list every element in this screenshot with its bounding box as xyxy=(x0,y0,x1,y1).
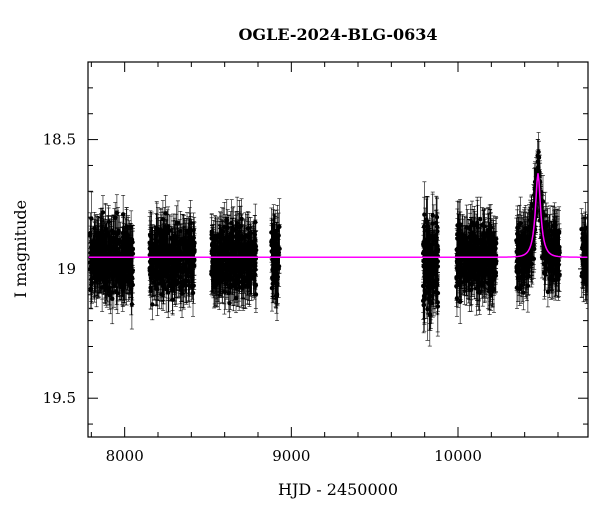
data-point xyxy=(125,233,131,238)
data-point xyxy=(88,230,93,236)
data-point xyxy=(184,250,190,256)
data-point xyxy=(103,269,108,275)
data-point xyxy=(120,212,126,217)
data-point xyxy=(159,263,164,269)
data-point xyxy=(165,245,170,250)
data-point xyxy=(176,245,181,251)
data-point xyxy=(111,263,116,268)
data-point xyxy=(191,241,196,246)
data-point xyxy=(182,235,187,241)
data-point xyxy=(172,257,177,262)
data-point xyxy=(127,253,133,258)
data-point xyxy=(228,269,233,274)
season-3 xyxy=(209,196,259,319)
data-point xyxy=(170,297,175,303)
data-point xyxy=(190,290,196,296)
data-point xyxy=(191,283,196,288)
data-point xyxy=(186,269,191,274)
data-point xyxy=(113,236,119,242)
data-point xyxy=(124,260,129,266)
data-point xyxy=(129,302,135,307)
data-point xyxy=(120,250,125,256)
data-point xyxy=(107,289,112,294)
data-point xyxy=(223,235,228,240)
data-point xyxy=(227,285,233,290)
data-point xyxy=(165,224,171,230)
data-point xyxy=(163,211,168,216)
data-point xyxy=(89,270,94,275)
data-point xyxy=(89,282,94,287)
data-point xyxy=(175,220,181,225)
data-point xyxy=(179,240,184,245)
data-point xyxy=(149,237,154,243)
data-point xyxy=(253,283,259,288)
data-point xyxy=(218,230,224,235)
y-axis-label: I magnitude xyxy=(11,200,30,298)
data-point xyxy=(98,235,104,241)
data-point xyxy=(187,236,193,242)
data-point xyxy=(156,252,162,257)
data-point xyxy=(191,247,196,252)
data-point xyxy=(103,261,109,267)
data-point xyxy=(118,266,123,271)
data-point xyxy=(253,220,258,225)
data-point xyxy=(213,244,219,249)
data-point xyxy=(113,215,118,220)
season-1 xyxy=(88,191,136,330)
data-point xyxy=(172,281,177,286)
data-point xyxy=(183,244,189,250)
data-point xyxy=(88,286,94,291)
data-point xyxy=(117,279,123,284)
data-point xyxy=(170,252,176,257)
data-point xyxy=(239,279,244,284)
data-point xyxy=(252,232,258,237)
plot-layer xyxy=(88,132,588,347)
season-2 xyxy=(147,194,197,321)
data-point xyxy=(119,244,124,250)
data-point xyxy=(116,228,121,234)
data-point xyxy=(150,302,155,307)
data-point xyxy=(123,238,128,244)
data-point xyxy=(100,231,105,236)
data-point xyxy=(166,257,171,263)
data-point xyxy=(190,271,195,276)
data-point xyxy=(148,265,153,271)
data-point xyxy=(175,279,181,285)
data-point xyxy=(179,284,185,289)
plot-inner xyxy=(88,132,588,347)
data-point xyxy=(160,244,166,250)
data-point xyxy=(159,292,164,297)
data-point xyxy=(227,301,232,306)
x-axis-label: HJD - 2450000 xyxy=(278,480,398,499)
data-point xyxy=(253,261,258,266)
chart-title: OGLE-2024-BLG-0634 xyxy=(238,25,437,44)
data-point xyxy=(93,272,98,277)
data-point xyxy=(191,263,197,269)
data-point xyxy=(120,288,125,293)
data-point xyxy=(109,296,115,302)
data-point xyxy=(165,270,170,276)
data-point xyxy=(178,265,183,271)
data-point xyxy=(153,270,159,276)
data-point xyxy=(243,283,248,289)
data-point xyxy=(92,238,97,244)
data-point xyxy=(147,232,153,237)
data-point xyxy=(114,251,120,257)
data-point xyxy=(154,226,160,232)
data-point xyxy=(114,289,119,294)
data-point xyxy=(175,241,180,247)
